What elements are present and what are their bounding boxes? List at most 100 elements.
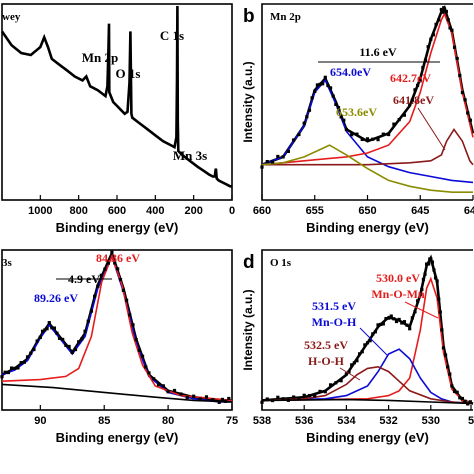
panel-b-point xyxy=(342,118,346,122)
panel-d-point xyxy=(265,397,269,401)
panel-b-point xyxy=(387,132,391,137)
panel-d-point xyxy=(387,316,391,320)
panel-b-point xyxy=(323,75,327,79)
panel-d-frame xyxy=(261,249,473,411)
panel-c-point xyxy=(3,370,7,374)
panel-b-point xyxy=(344,127,348,132)
panel-d-point xyxy=(344,372,348,376)
panel-d-point xyxy=(394,319,399,324)
panel-b-point xyxy=(444,9,448,14)
panel-c-point xyxy=(113,261,117,265)
panel-b-point xyxy=(460,90,465,95)
panel-b-point xyxy=(286,149,290,153)
panel-c-point xyxy=(96,284,100,288)
panel-c-x-tick-label: 85 xyxy=(98,415,110,427)
panel-b-title: Mn 2p xyxy=(270,11,301,23)
panel-b-point xyxy=(408,103,412,107)
panel-a-title: wey xyxy=(2,11,21,23)
panel-c-point xyxy=(124,298,129,302)
panel-c-point xyxy=(103,267,107,271)
panel-d-point xyxy=(318,389,322,394)
panel-c-point xyxy=(172,388,177,393)
panel-c-point xyxy=(227,396,231,401)
panel-c-point xyxy=(43,328,47,332)
panel-d-x-axis-label: Binding energy (eV) xyxy=(306,430,429,445)
panel-a-frame xyxy=(1,3,233,201)
panel-b-annotation: 653.6eV xyxy=(336,105,377,119)
panel-d-point xyxy=(286,398,290,402)
panel-b-point xyxy=(421,65,425,70)
panel-d-point xyxy=(458,396,462,400)
panel-d-annotation: Mn-O-Mn xyxy=(371,287,425,301)
panel-b-point xyxy=(466,111,470,115)
panel-b-point xyxy=(410,98,414,102)
panel-d-series-4 xyxy=(261,398,474,405)
panel-b-point xyxy=(402,113,407,117)
panel-d-point xyxy=(363,343,367,347)
panel-c-point xyxy=(67,344,71,349)
panel-d-point xyxy=(397,317,401,322)
panel-d-point xyxy=(392,317,396,321)
panel-c-x-tick-label: 75 xyxy=(226,415,238,427)
panel-label-d: d xyxy=(243,252,255,273)
panel-c-point xyxy=(45,327,49,331)
panel-b-point xyxy=(397,118,401,122)
panel-c-point xyxy=(89,309,94,313)
panel-b-frame xyxy=(261,3,473,201)
panel-d-point xyxy=(410,316,414,320)
panel-a-x-tick-label: 600 xyxy=(108,205,126,217)
panel-c-point xyxy=(217,400,221,404)
panel-b-point xyxy=(413,88,417,92)
panel-c-point xyxy=(185,395,189,400)
panel-d-point xyxy=(313,394,317,398)
panel-d-annotation: H-O-H xyxy=(308,354,345,368)
panel-d-point xyxy=(448,372,452,376)
panel-c-point xyxy=(140,354,145,358)
panel-c-point xyxy=(134,338,138,342)
panel-b-point xyxy=(360,137,364,142)
panel-c-point xyxy=(38,335,42,339)
panel-c-point xyxy=(116,267,120,271)
panel-d-point xyxy=(270,398,275,403)
panel-b-point xyxy=(307,108,312,112)
panel-c-point xyxy=(131,323,135,327)
panel-d-point xyxy=(389,314,393,318)
panel-b-point xyxy=(350,133,354,137)
panel-c-point xyxy=(35,339,39,343)
panel-d-x-tick-label: 536 xyxy=(295,415,313,427)
panel-d-annotation: 531.5 eV xyxy=(312,299,356,313)
panel-c-point xyxy=(93,294,97,298)
panel-c-annotation: 89.26 eV xyxy=(34,291,78,305)
panel-d-point xyxy=(307,394,312,398)
panel-b-point xyxy=(292,138,296,142)
panel-d-leader-brown xyxy=(339,367,361,381)
panel-c-series-2 xyxy=(1,254,233,402)
panel-c-point xyxy=(40,329,45,333)
panel-c-point xyxy=(179,392,183,396)
panel-c-point xyxy=(128,313,132,317)
panel-c-x-axis-label: Binding energy (eV) xyxy=(56,430,179,445)
panel-b-point xyxy=(270,160,275,164)
panel-b-series-1 xyxy=(261,78,474,184)
panel-d-point xyxy=(384,317,388,321)
panel-b-point xyxy=(281,155,285,159)
panel-d-x-tick-label: 534 xyxy=(337,415,356,427)
panel-c-point xyxy=(144,365,148,369)
panel-b-point xyxy=(448,26,452,30)
panel-c-point xyxy=(25,355,30,359)
panel-d-title: O 1s xyxy=(270,257,292,269)
panel-c-series-3 xyxy=(1,383,233,403)
panel-b-point xyxy=(313,89,317,94)
panel-a-peak-label: C 1s xyxy=(160,28,184,43)
panel-a-x-tick-label: 800 xyxy=(69,205,87,217)
panel-c-point xyxy=(121,288,125,292)
panel-a-x-tick-label: 200 xyxy=(184,205,202,217)
panel-c-point xyxy=(73,347,78,352)
panel-d-point xyxy=(437,297,441,301)
panel-c-point xyxy=(224,399,228,403)
panel-d-point xyxy=(292,395,296,399)
panel-c-point xyxy=(80,337,84,341)
panel-b-point xyxy=(310,96,314,100)
panel-a-peak-label: Mn 3s xyxy=(173,148,207,163)
